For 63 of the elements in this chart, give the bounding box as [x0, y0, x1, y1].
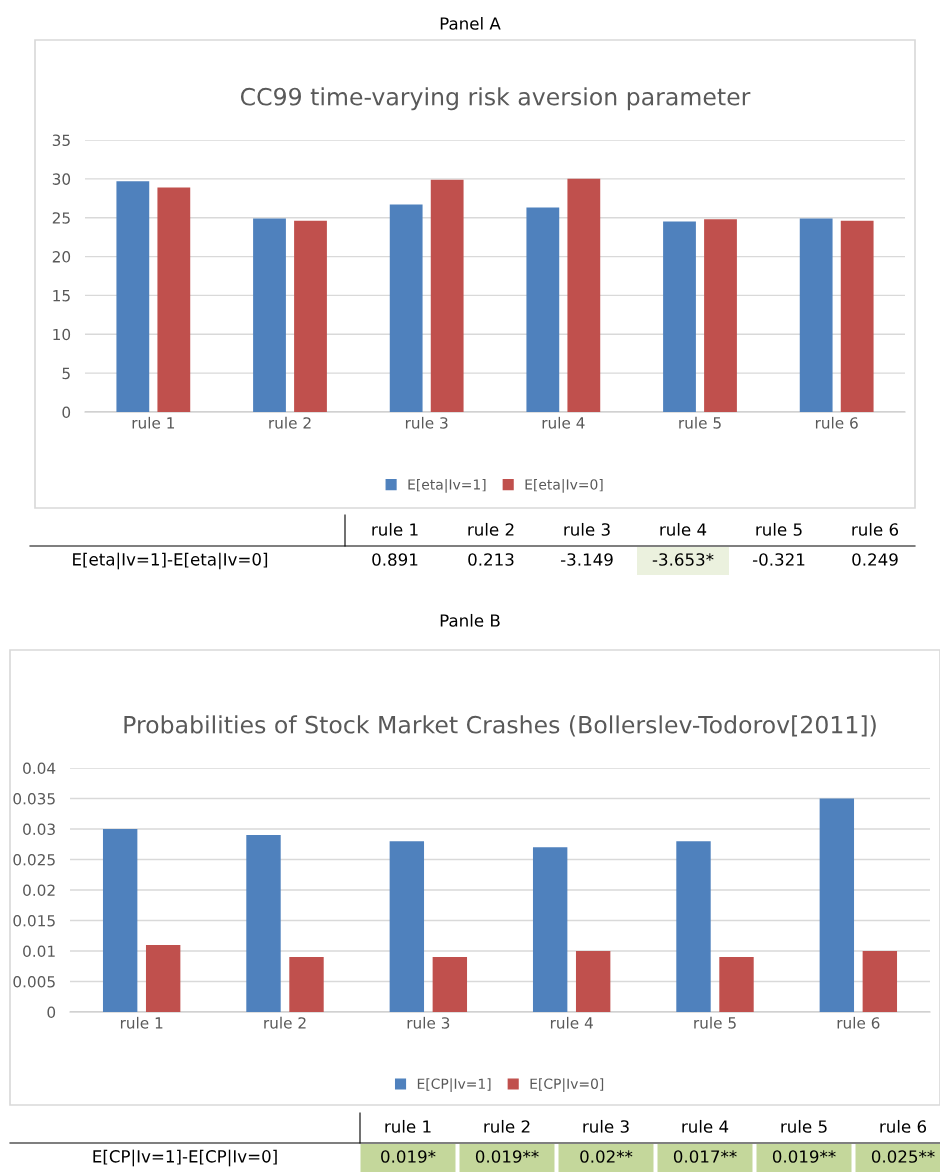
y-tick-label: 5 — [62, 367, 70, 380]
text: 0.019* — [381, 1150, 436, 1163]
y-tick-label: 0 — [47, 1006, 56, 1019]
category-label: rule 1 — [385, 1119, 431, 1133]
category-label: rule 2 — [468, 522, 514, 536]
category-label: rule 6 — [852, 522, 899, 536]
y-tick-label: 25 — [52, 212, 70, 224]
legend-label: E[eta|Iv=1] — [408, 478, 486, 493]
y-tick-label: 0 — [62, 406, 71, 419]
text: 0.213 — [468, 553, 514, 566]
x-tick-label: rule 5 — [694, 1016, 736, 1029]
y-tick-label: 35 — [52, 134, 70, 147]
text: 0.025** — [871, 1150, 935, 1163]
category-label: rule 3 — [583, 1119, 629, 1133]
y-tick-label: 0.005 — [13, 975, 55, 988]
y-tick-label: 0.02 — [23, 884, 55, 897]
legend-label: E[eta|Iv=0] — [525, 478, 603, 493]
category-label: rule 3 — [564, 522, 610, 536]
y-tick-label: 0.025 — [13, 853, 55, 866]
text: 0.019** — [475, 1150, 539, 1163]
chart-title: CC99 time-varying risk aversion parameter — [240, 87, 751, 111]
chart-title: Probabilities of Stock Market Crashes (Bollerslev-Todorov[2011]) — [124, 715, 876, 737]
text: -0.321 — [752, 553, 805, 566]
x-tick-label: rule 1 — [120, 1016, 163, 1029]
x-tick-label: rule 1 — [132, 416, 175, 429]
y-tick-label: 0.03 — [23, 823, 55, 836]
category-label: rule 6 — [880, 1119, 927, 1133]
category-label: rule 5 — [781, 1119, 827, 1133]
x-tick-label: rule 4 — [542, 416, 585, 429]
y-tick-label: 10 — [53, 328, 71, 341]
text: 0.891 — [372, 553, 418, 566]
text: -3.149 — [560, 553, 613, 566]
x-tick-label: rule 3 — [405, 416, 448, 429]
category-label: rule 5 — [756, 522, 802, 536]
category-label: rule 2 — [484, 1119, 530, 1133]
legend-label: E[CP|Iv=1] — [417, 1078, 491, 1093]
x-tick-label: rule 6 — [837, 1016, 880, 1029]
y-tick-label: 0.01 — [23, 945, 55, 958]
x-tick-label: rule 3 — [407, 1016, 450, 1029]
legend-label: E[CP|Iv=0] — [530, 1078, 604, 1093]
y-tick-label: 0.04 — [23, 762, 56, 775]
text: Panle B — [440, 613, 500, 627]
text: 0.02** — [580, 1150, 633, 1163]
text: -3.653* — [652, 553, 714, 566]
text: 0.019** — [772, 1150, 836, 1163]
x-tick-label: rule 6 — [815, 416, 858, 429]
y-tick-label: 20 — [52, 251, 71, 263]
category-label: rule 4 — [682, 1119, 729, 1133]
text: 0.017** — [673, 1150, 737, 1163]
y-tick-label: 0.015 — [13, 914, 55, 927]
x-tick-label: rule 2 — [269, 416, 311, 429]
category-label: rule 1 — [372, 522, 418, 536]
text: E[eta|Iv=1]-E[eta|Iv=0] — [73, 552, 268, 570]
x-tick-label: rule 5 — [679, 416, 721, 429]
y-tick-label: 0.035 — [13, 792, 55, 805]
category-label: rule 4 — [660, 522, 707, 536]
x-tick-label: rule 4 — [550, 1016, 593, 1029]
y-tick-label: 15 — [53, 290, 70, 302]
text: E[CP|Iv=1]-E[CP|Iv=0] — [93, 1149, 277, 1167]
text: Panel A — [440, 16, 501, 30]
x-tick-label: rule 2 — [264, 1016, 306, 1029]
text: 0.249 — [852, 553, 898, 566]
y-tick-label: 30 — [52, 173, 71, 185]
